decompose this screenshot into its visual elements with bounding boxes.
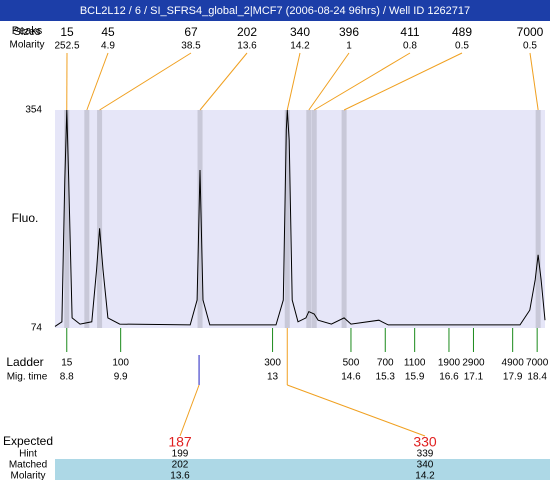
peak-band: [535, 110, 541, 328]
row-label: Mig. time: [7, 372, 48, 383]
peak-molarity: 14.2: [290, 41, 310, 52]
peak-connector: [99, 52, 192, 111]
peak-size: 489: [452, 25, 472, 39]
ladder-size: 100: [112, 358, 129, 369]
peak-molarity: 13.6: [237, 41, 257, 52]
peak-molarity: 0.5: [455, 41, 469, 52]
y-tick-label: 354: [25, 105, 42, 116]
peak-connector: [286, 52, 301, 111]
peak-size: 202: [237, 25, 257, 39]
peak-molarity: 0.8: [403, 41, 417, 52]
matched-band: [55, 459, 550, 480]
y-axis-label: Fluo.: [12, 211, 39, 225]
ladder-size: 2900: [462, 358, 485, 369]
peak-band: [97, 110, 103, 328]
mig-time: 18.4: [527, 372, 547, 383]
mig-time: 14.6: [341, 372, 361, 383]
peak-connector: [308, 52, 350, 111]
title-bar: [0, 0, 550, 21]
peak-molarity: 252.5: [54, 41, 79, 52]
ladder-size: 1100: [404, 358, 426, 369]
peak-size: 67: [184, 25, 198, 39]
ladder-size: 4900: [502, 358, 525, 369]
ladder-size: 500: [343, 358, 360, 369]
row-label: Molarity: [10, 471, 45, 480]
expected-value: 330: [413, 434, 437, 450]
peak-molarity: 4.9: [101, 41, 115, 52]
peak-connector: [529, 52, 539, 111]
peak-size: 411: [400, 25, 419, 39]
peak-band: [64, 110, 70, 328]
mig-time: 9.9: [114, 372, 128, 383]
expected-matched: 340: [417, 460, 434, 471]
expected-hint: 199: [172, 449, 189, 460]
trace: [54, 109, 546, 327]
peak-size: 340: [290, 25, 310, 39]
peak-molarity: 38.5: [181, 41, 201, 52]
peak-connector: [343, 52, 463, 111]
peak-band: [84, 110, 90, 328]
peak-molarity: 0.5: [523, 41, 537, 52]
peak-size: 45: [101, 25, 115, 39]
ladder-size: 15: [61, 358, 73, 369]
row-label: Peaks: [12, 25, 43, 37]
expected-value: 187: [168, 434, 192, 450]
peak-size: 396: [339, 25, 359, 39]
mig-time: 16.6: [439, 372, 459, 383]
y-tick-label: 74: [31, 323, 43, 334]
row-label: Matched: [9, 460, 47, 471]
peak-band: [341, 110, 347, 328]
expected-connector: [287, 384, 426, 437]
row-label: Expected: [3, 434, 53, 448]
chart-title: BCL2L12 / 6 / SI_SFRS4_global_2|MCF7 (20…: [80, 5, 470, 17]
ladder-size: 1900: [438, 358, 461, 369]
ladder-size: 7000: [526, 358, 549, 369]
peak-size: 15: [60, 25, 74, 39]
mig-time: 13: [267, 372, 279, 383]
ladder-size: 300: [264, 358, 281, 369]
peak-band: [197, 110, 203, 328]
mig-time: 15.3: [376, 372, 396, 383]
ladder-size: 700: [377, 358, 394, 369]
row-label: Hint: [19, 449, 37, 460]
expected-molarity: 13.6: [170, 471, 190, 480]
mig-time: 15.9: [405, 372, 425, 383]
row-label: Ladder: [6, 355, 43, 369]
row-label: Sizes: [14, 26, 41, 38]
expected-matched: 202: [172, 460, 189, 471]
row-label: Molarity: [9, 40, 44, 51]
peak-connector: [313, 52, 411, 111]
mig-time: 17.9: [503, 372, 523, 383]
mig-time: 17.1: [464, 372, 484, 383]
peak-size: 7000: [517, 25, 544, 39]
peak-band: [284, 110, 290, 328]
expected-connector: [179, 384, 200, 437]
peak-molarity: 1: [346, 41, 352, 52]
peak-band: [306, 110, 312, 328]
expected-hint: 339: [417, 449, 434, 460]
peak-connector: [86, 52, 109, 111]
peak-band: [311, 110, 317, 328]
plot-area: [55, 110, 545, 328]
mig-time: 8.8: [60, 372, 74, 383]
peak-connector: [199, 52, 248, 111]
expected-molarity: 14.2: [415, 471, 435, 480]
